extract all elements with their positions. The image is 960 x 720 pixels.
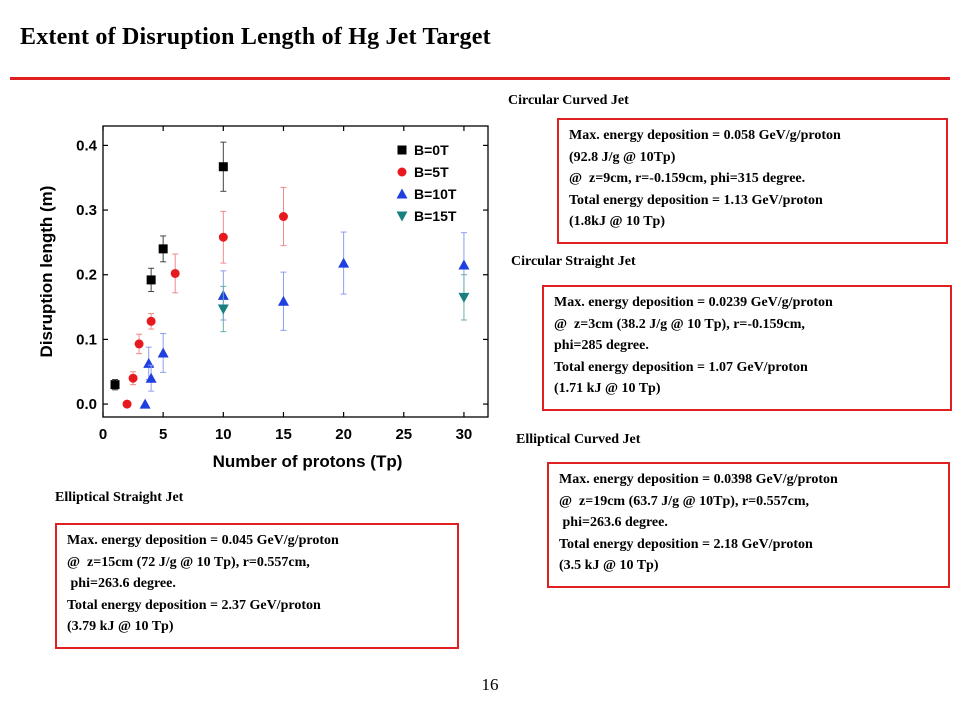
- circular-straight-label: Circular Straight Jet: [511, 254, 636, 269]
- data-point: [458, 292, 470, 303]
- legend-marker: [396, 211, 408, 222]
- circular-curved-line: @ z=9cm, r=-0.159cm, phi=315 degree.: [569, 171, 806, 186]
- circular-curved-box: Max. energy deposition = 0.058 GeV/g/pro…: [557, 118, 948, 244]
- plot-frame: [102, 125, 489, 418]
- circular-curved-line: (92.8 J/g @ 10Tp): [569, 149, 676, 165]
- x-tick-label: 30: [456, 426, 473, 443]
- data-point: [145, 372, 157, 383]
- elliptical-straight-line: Max. energy deposition = 0.045 GeV/g/pro…: [67, 533, 339, 548]
- page-number: 16: [481, 675, 499, 694]
- elliptical-curved-box: Max. energy deposition = 0.0398 GeV/g/pr…: [547, 462, 950, 588]
- elliptical-straight-line: @ z=15cm (72 J/g @ 10 Tp), r=0.557cm,: [67, 554, 310, 570]
- circular-straight-line: @ z=3cm (38.2 J/g @ 10 Tp), r=-0.159cm,: [554, 316, 805, 332]
- y-axis-label: Disruption length (m): [37, 186, 56, 358]
- y-tick-label: 0.0: [76, 396, 97, 413]
- x-tick-label: 0: [99, 426, 107, 443]
- data-point: [458, 259, 470, 270]
- data-point: [217, 304, 229, 315]
- data-point: [143, 357, 155, 368]
- circular-straight-line: Total energy deposition = 1.07 GeV/proto…: [554, 359, 808, 375]
- elliptical-curved-line: (3.5 kJ @ 10 Tp): [559, 558, 659, 573]
- data-point: [146, 316, 156, 326]
- data-point: [157, 347, 169, 358]
- legend-marker: [396, 188, 408, 199]
- data-point: [110, 380, 120, 390]
- elliptical-straight-line: phi=263.6 degree.: [67, 576, 176, 591]
- data-point: [278, 212, 288, 222]
- circular-curved-line: Max. energy deposition = 0.058 GeV/g/pro…: [569, 128, 841, 143]
- data-point: [134, 339, 144, 349]
- data-point: [170, 268, 180, 278]
- circular-straight-box: Max. energy deposition = 0.0239 GeV/g/pr…: [542, 285, 952, 411]
- legend-label: B=15T: [414, 208, 457, 224]
- x-axis-label: Number of protons (Tp): [213, 452, 403, 471]
- data-point: [338, 257, 350, 268]
- x-tick-label: 15: [275, 426, 292, 443]
- x-tick-label: 20: [335, 426, 352, 443]
- title-divider: [10, 77, 950, 80]
- legend-marker: [397, 167, 407, 177]
- elliptical-straight-box: Max. energy deposition = 0.045 GeV/g/pro…: [55, 523, 459, 649]
- y-tick-label: 0.4: [76, 137, 98, 154]
- x-tick-label: 5: [159, 426, 167, 443]
- x-tick-label: 10: [215, 426, 232, 443]
- x-tick-label: 25: [395, 426, 412, 443]
- circular-curved-line: (1.8kJ @ 10 Tp): [569, 214, 666, 229]
- y-tick-label: 0.2: [76, 267, 97, 284]
- data-point: [218, 162, 228, 172]
- y-tick-label: 0.1: [76, 331, 97, 348]
- circular-straight-line: Max. energy deposition = 0.0239 GeV/g/pr…: [554, 295, 833, 310]
- data-point: [139, 398, 151, 409]
- circular-curved-label: Circular Curved Jet: [508, 93, 629, 108]
- data-point: [146, 275, 156, 285]
- elliptical-straight-label: Elliptical Straight Jet: [55, 490, 184, 505]
- elliptical-curved-line: phi=263.6 degree.: [559, 515, 668, 530]
- elliptical-curved-line: @ z=19cm (63.7 J/g @ 10Tp), r=0.557cm,: [559, 493, 810, 509]
- legend-label: B=0T: [414, 142, 449, 158]
- circular-straight-line: (1.71 kJ @ 10 Tp): [554, 381, 661, 396]
- circular-straight-line: phi=285 degree.: [554, 338, 649, 353]
- slide-title: Extent of Disruption Length of Hg Jet Ta…: [20, 24, 491, 50]
- data-point: [158, 244, 168, 254]
- circular-curved-line: Total energy deposition = 1.13 GeV/proto…: [569, 192, 823, 208]
- disruption-length-chart: 0 5 10 15 20 25 30 0.0 0.1 0.2 0.3 0.4 Number of pro…: [37, 125, 489, 471]
- data-point: [128, 373, 138, 383]
- elliptical-straight-line: (3.79 kJ @ 10 Tp): [67, 619, 174, 634]
- y-tick-label: 0.3: [76, 202, 97, 219]
- legend-label: B=5T: [414, 164, 449, 180]
- legend-label: B=10T: [414, 186, 457, 202]
- legend-marker: [397, 145, 407, 155]
- data-point: [122, 399, 132, 409]
- data-point: [277, 295, 289, 306]
- elliptical-curved-line: Max. energy deposition = 0.0398 GeV/g/pr…: [559, 472, 838, 487]
- elliptical-straight-line: Total energy deposition = 2.37 GeV/proto…: [67, 597, 321, 613]
- elliptical-curved-line: Total energy deposition = 2.18 GeV/proto…: [559, 536, 813, 552]
- elliptical-curved-label: Elliptical Curved Jet: [516, 432, 641, 447]
- data-point: [218, 232, 228, 242]
